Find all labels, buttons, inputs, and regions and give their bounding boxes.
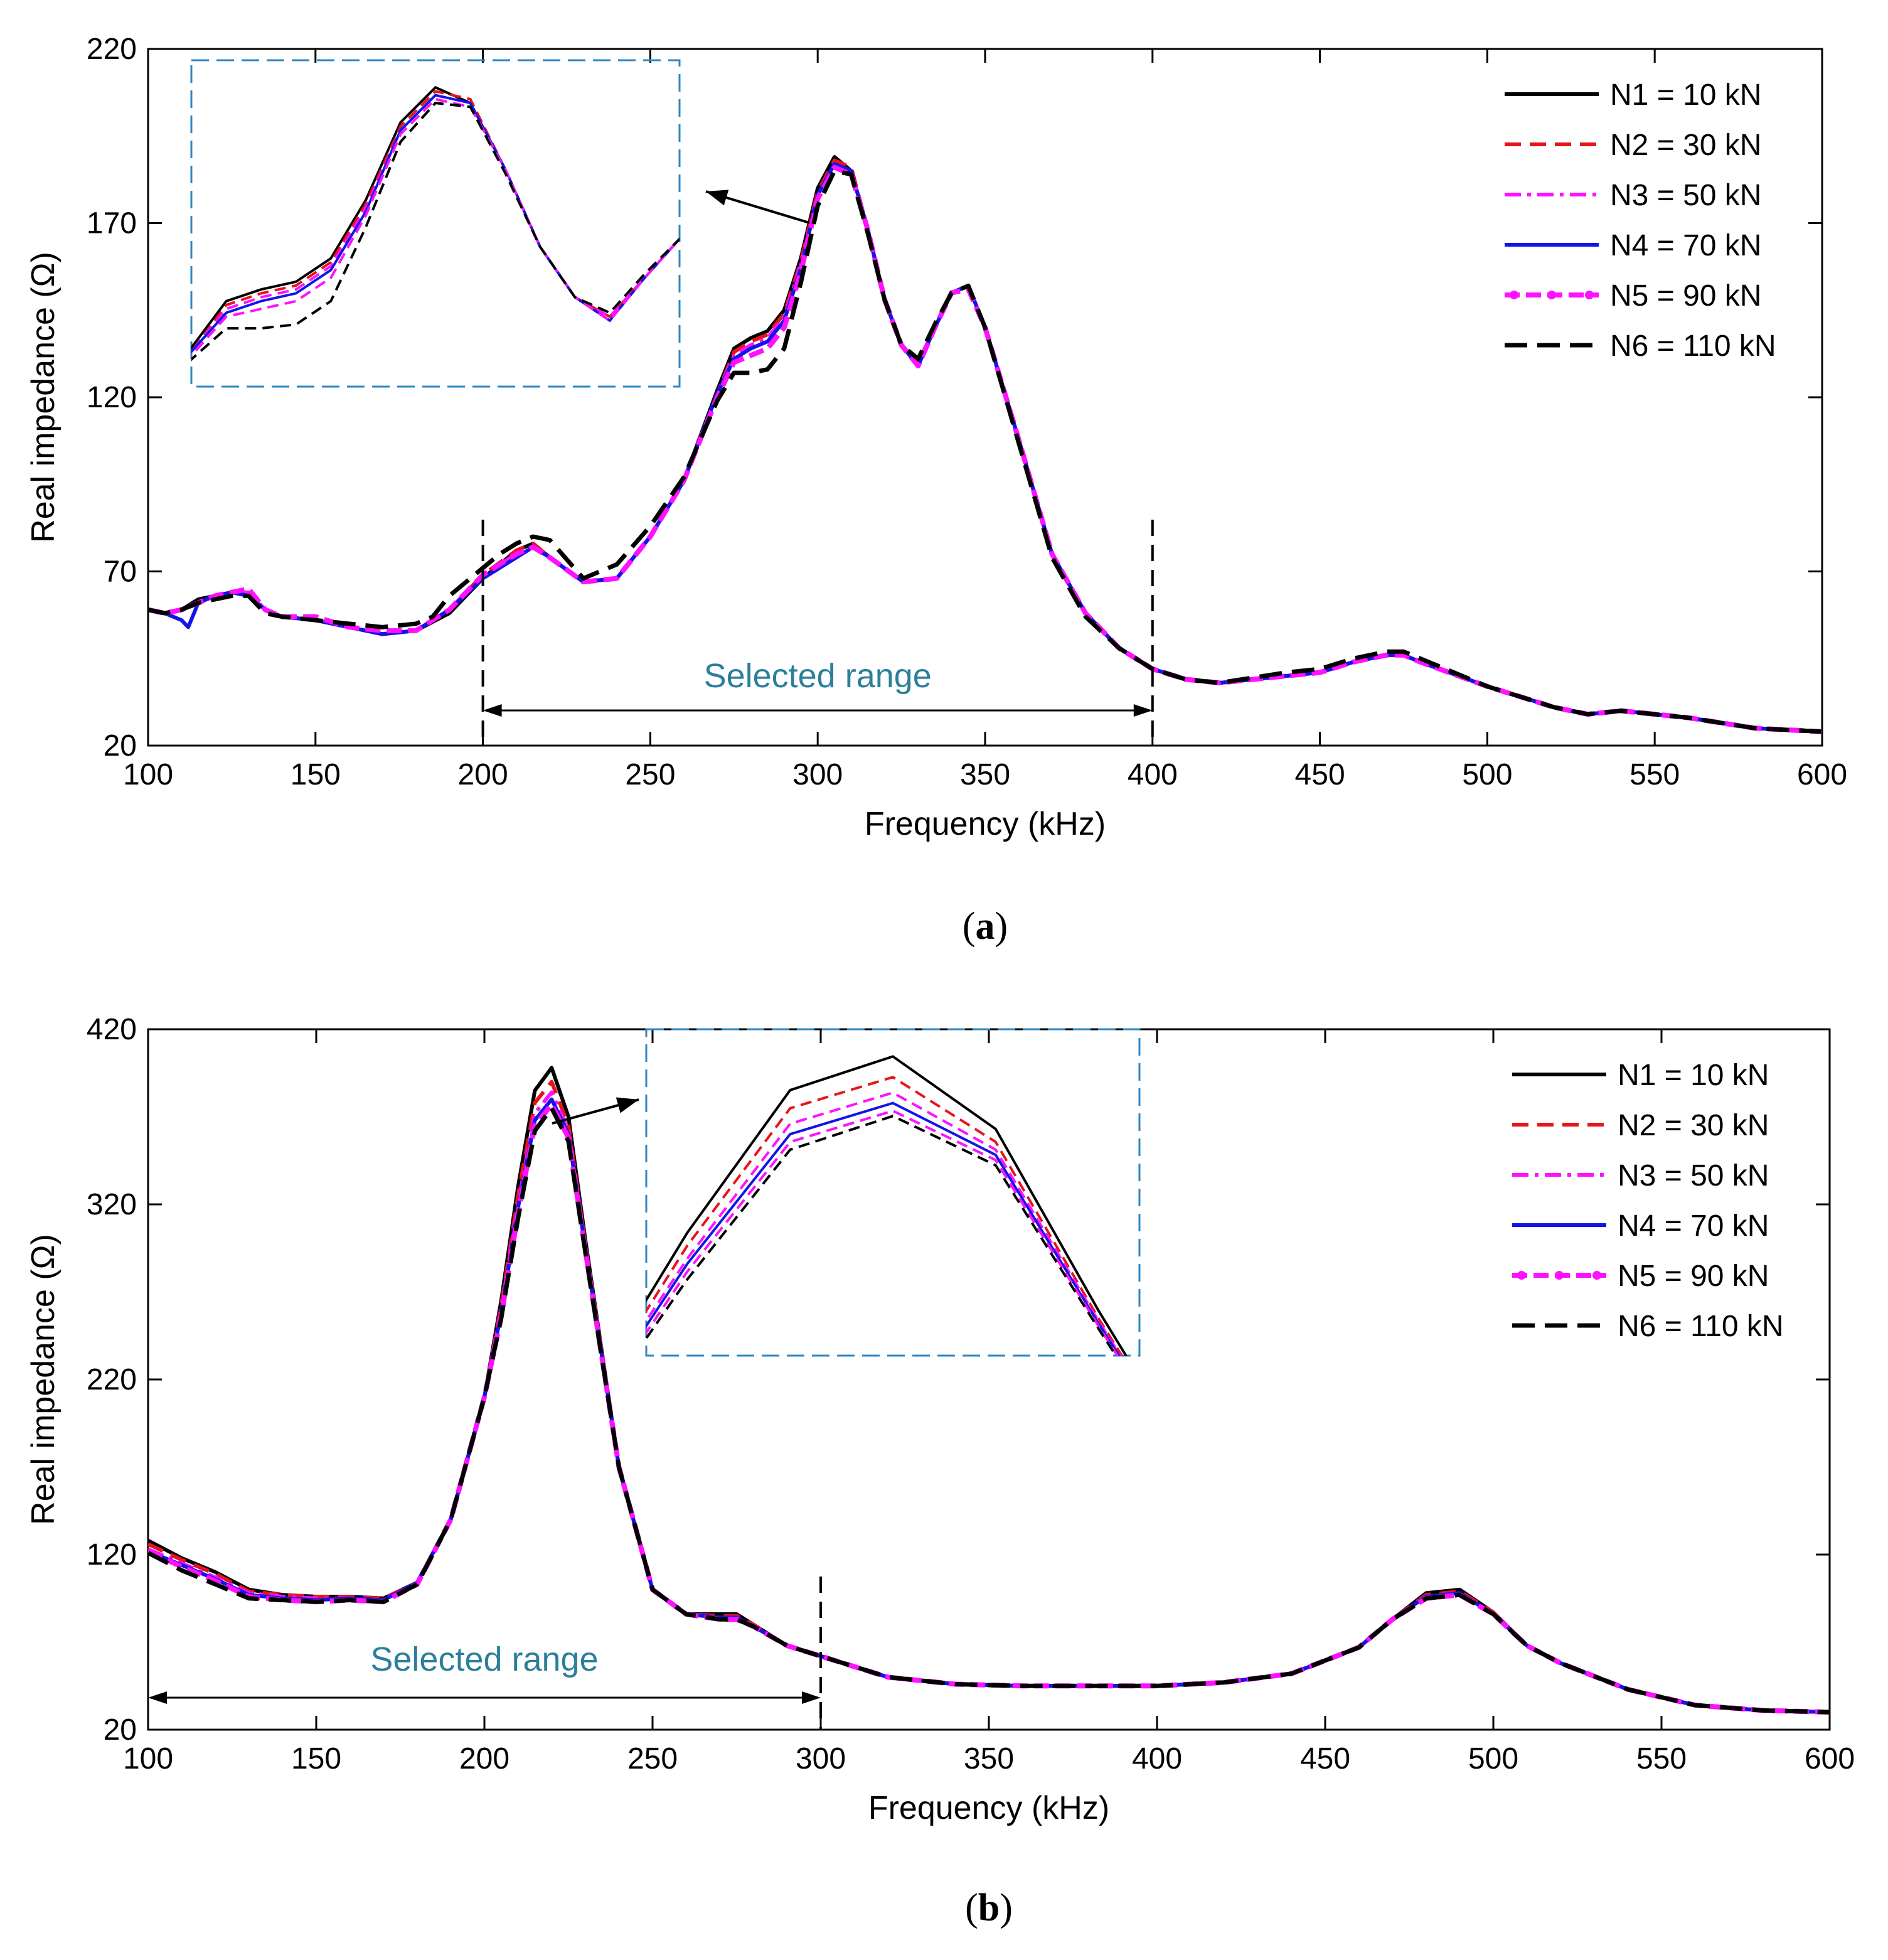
caption-letter: a	[976, 905, 995, 948]
caption-letter: b	[978, 1887, 1000, 1929]
inset-line-6	[646, 1115, 1117, 1356]
legend-marker	[1517, 1271, 1526, 1280]
caption-open: (	[963, 905, 976, 948]
x-tick-label: 200	[459, 1742, 509, 1775]
inset-line-2	[191, 90, 680, 354]
x-tick-label: 550	[1636, 1742, 1687, 1775]
arrowhead-right	[1133, 704, 1153, 717]
legend-entry-2: N2 = 30 kN	[1618, 1109, 1769, 1142]
chart-panel-b: 100 150 200 250 300 350 400 450 500 550 600 20 120 22…	[25, 1013, 1855, 1929]
y-axis-label: Real impedance (Ω)	[25, 1234, 61, 1525]
selected-range-label: Selected range	[370, 1641, 598, 1678]
inset-line-6	[191, 101, 680, 361]
zoom-inset-series	[191, 85, 680, 361]
arrowhead-left	[483, 704, 502, 717]
inset-line-4	[646, 1101, 1121, 1356]
x-tick-label: 450	[1300, 1742, 1350, 1775]
inset-line-1	[646, 1055, 1128, 1356]
x-tick-label: 350	[964, 1742, 1014, 1775]
y-tick-label: 220	[87, 33, 137, 66]
legend-entry-5: N5 = 90 kN	[1610, 279, 1761, 313]
chart-panel-a: 100 150 200 250 300 350 400 450 500 550 600 20 70 120…	[25, 33, 1847, 948]
inset-line-5	[191, 97, 680, 358]
arrowhead-left	[148, 1691, 167, 1704]
legend-marker	[1555, 1271, 1564, 1280]
legend-entry-6: N6 = 110 kN	[1618, 1310, 1784, 1343]
x-tick-label: 250	[627, 1742, 678, 1775]
x-tick-label: 500	[1462, 758, 1512, 791]
panel-caption: (a)	[963, 905, 1008, 948]
series-group	[148, 155, 1822, 734]
legend-entry-4: N4 = 70 kN	[1610, 229, 1761, 262]
caption-close: )	[995, 905, 1008, 948]
y-tick-label: 70	[104, 555, 137, 589]
y-tick-label: 220	[87, 1363, 137, 1396]
legend-entry-1: N1 = 10 kN	[1610, 78, 1761, 112]
panel-caption: (b)	[965, 1887, 1013, 1929]
legend-entry-4: N4 = 70 kN	[1618, 1209, 1769, 1243]
legend-entry-2: N2 = 30 kN	[1610, 129, 1761, 162]
y-tick-label: 320	[87, 1188, 137, 1221]
x-tick-label: 150	[291, 758, 341, 791]
y-axis-label: Real impedance (Ω)	[25, 252, 61, 543]
inset-pointer-arrowhead	[706, 190, 729, 206]
legend-entry-5: N5 = 90 kN	[1618, 1260, 1769, 1293]
x-tick-label: 450	[1295, 758, 1345, 791]
x-axis-label: Frequency (kHz)	[865, 806, 1106, 842]
plot-area	[147, 48, 1823, 747]
legend-marker	[1585, 291, 1594, 299]
caption-close: )	[1000, 1887, 1013, 1929]
x-tick-label: 400	[1128, 758, 1178, 791]
x-tick-label: 100	[123, 1742, 173, 1775]
caption-open: (	[965, 1887, 978, 1929]
x-tick-label: 100	[123, 758, 173, 791]
zoom-inset-box	[645, 1028, 1141, 1357]
legend: N1 = 10 kN N2 = 30 kN N3 = 50 kN N4 = 70 kN…	[1505, 78, 1776, 363]
legend-entry-6: N6 = 110 kN	[1610, 329, 1776, 363]
selected-range-label: Selected range	[704, 657, 932, 695]
legend-marker	[1510, 291, 1518, 299]
series-line-6	[148, 1106, 1830, 1715]
legend-marker	[1592, 1271, 1601, 1280]
y-tick-label: 20	[104, 729, 137, 763]
x-tick-label: 350	[960, 758, 1010, 791]
y-tick-label: 170	[87, 207, 137, 240]
x-axis-label: Frequency (kHz)	[868, 1790, 1109, 1826]
inset-line-2	[646, 1076, 1124, 1356]
zoom-inset-box	[190, 59, 681, 388]
x-tick-label: 300	[792, 758, 843, 791]
y-tick-label: 120	[87, 1538, 137, 1572]
y-tick-label: 20	[104, 1713, 137, 1747]
x-tick-label: 500	[1468, 1742, 1518, 1775]
arrowhead-right	[802, 1691, 821, 1704]
zoom-inset-series	[646, 1055, 1128, 1356]
y-tick-label: 120	[87, 381, 137, 414]
legend-entry-3: N3 = 50 kN	[1618, 1159, 1769, 1192]
plot-area	[147, 1028, 1831, 1731]
legend-entry-1: N1 = 10 kN	[1618, 1059, 1769, 1092]
x-tick-label: 250	[625, 758, 675, 791]
x-tick-label: 400	[1132, 1742, 1182, 1775]
series-line-6	[148, 168, 1822, 734]
legend-entry-3: N3 = 50 kN	[1610, 179, 1761, 212]
legend-marker	[1547, 291, 1556, 299]
x-tick-label: 600	[1797, 758, 1847, 791]
x-tick-label: 150	[291, 1742, 341, 1775]
series-group	[148, 1066, 1830, 1715]
legend: N1 = 10 kN N2 = 30 kN N3 = 50 kN N4 = 70 kN…	[1512, 1059, 1784, 1343]
x-tick-label: 300	[796, 1742, 846, 1775]
inset-pointer-arrowhead	[616, 1097, 639, 1113]
y-tick-label: 420	[87, 1013, 137, 1046]
x-tick-label: 200	[458, 758, 508, 791]
x-tick-label: 600	[1805, 1742, 1855, 1775]
x-tick-label: 550	[1629, 758, 1680, 791]
